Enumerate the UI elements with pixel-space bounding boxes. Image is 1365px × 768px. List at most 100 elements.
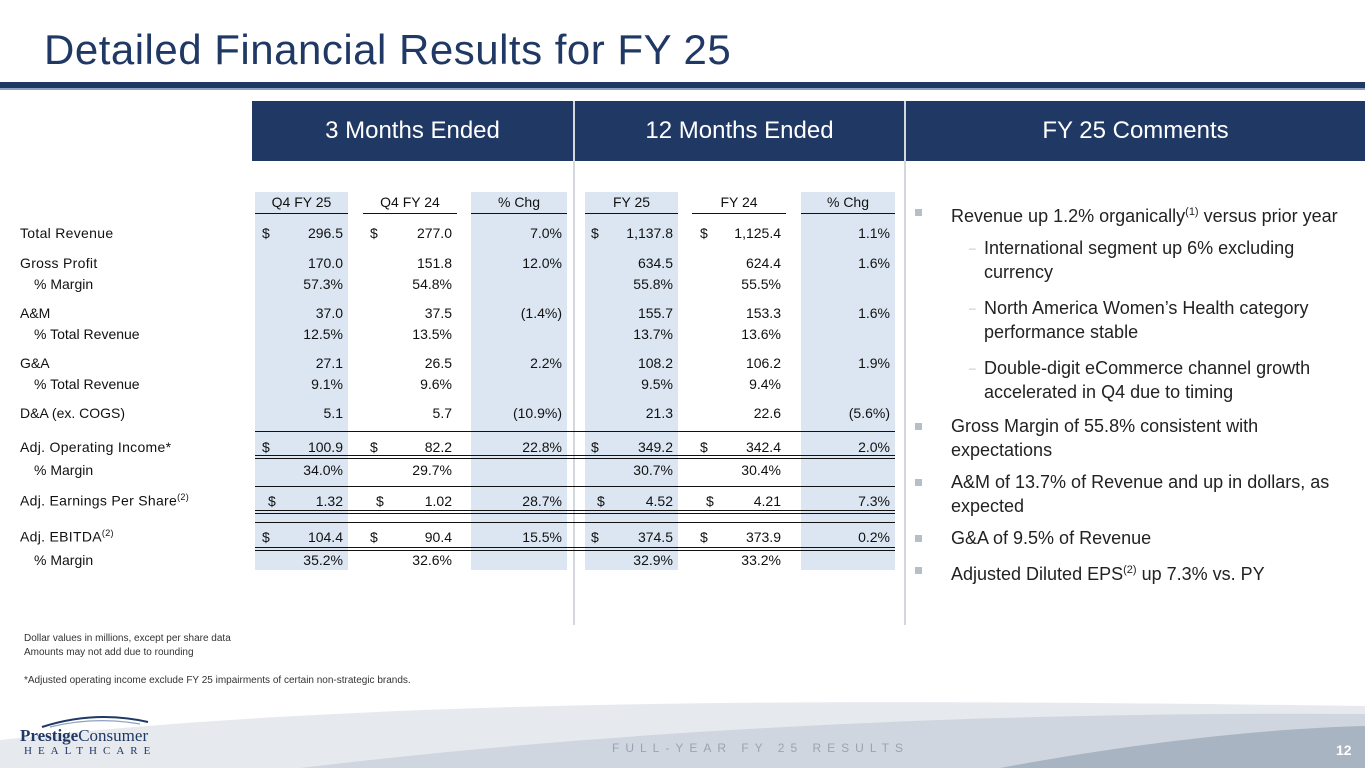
table-cell: 108.2 [637, 355, 673, 371]
column-header: Q4 FY 25 [255, 194, 348, 214]
table-cell: 13.7% [633, 326, 673, 342]
row-label: G&A [20, 355, 50, 371]
currency-symbol: $ [700, 529, 708, 545]
footnote-ref: (1) [1185, 206, 1199, 218]
page-number: 12 [1336, 742, 1352, 758]
table-cell: 13.6% [741, 326, 781, 342]
square-bullet-icon [915, 535, 922, 542]
currency-symbol: $ [370, 225, 378, 241]
table-rule [255, 547, 895, 548]
comment-text: G&A of 9.5% of Revenue [951, 528, 1152, 548]
currency-symbol: $ [591, 225, 599, 241]
currency-symbol: $ [370, 529, 378, 545]
table-cell: 1.6% [858, 305, 890, 321]
header-comments: FY 25 Comments [906, 101, 1365, 161]
comment-subitem: – International segment up 6% excluding c… [915, 236, 1355, 284]
page-title: Detailed Financial Results for FY 25 [44, 26, 732, 73]
table-cell: 100.9 [307, 439, 343, 455]
table-rule [255, 513, 895, 514]
comment-subitem: – North America Women’s Health category p… [915, 296, 1355, 344]
table-cell: 104.4 [307, 529, 343, 545]
table-cell: (1.4%) [520, 305, 562, 321]
table-cell: 2.0% [858, 439, 890, 455]
currency-symbol: $ [597, 493, 605, 509]
table-cell: 30.7% [633, 462, 673, 478]
comment-item: G&A of 9.5% of Revenue [915, 526, 1355, 550]
table-cell: 27.1 [315, 355, 343, 371]
company-logo: PrestigeConsumer HEALTHCARE [20, 714, 170, 764]
table-cell: 37.0 [315, 305, 343, 321]
comment-item: Adjusted Diluted EPS(2) up 7.3% vs. PY [915, 558, 1355, 586]
table-cell: 5.7 [432, 405, 452, 421]
table-cell: 7.3% [858, 493, 890, 509]
table-cell: 33.2% [741, 552, 781, 568]
table-cell: 1,125.4 [734, 225, 781, 241]
comment-item: A&M of 13.7% of Revenue and up in dollar… [915, 470, 1355, 518]
row-label: % Total Revenue [34, 326, 140, 342]
table-cell: 1.6% [858, 255, 890, 271]
column-header: FY 25 [585, 194, 678, 214]
currency-symbol: $ [376, 493, 384, 509]
table-cell: 296.5 [307, 225, 343, 241]
table-cell: 21.3 [645, 405, 673, 421]
column-header: Q4 FY 24 [363, 194, 457, 214]
comment-text: Adjusted Diluted EPS [951, 564, 1124, 584]
table-cell: 153.3 [745, 305, 781, 321]
row-label: Adj. EBITDA(2) [20, 528, 114, 545]
table-cell: 373.9 [745, 529, 781, 545]
divider-line [904, 101, 906, 625]
square-bullet-icon [915, 209, 922, 216]
table-cell: 1.9% [858, 355, 890, 371]
table-rule [255, 550, 895, 551]
column-header: FY 24 [692, 194, 786, 214]
table-cell: (10.9%) [512, 405, 562, 421]
table-cell: 55.8% [633, 276, 673, 292]
currency-symbol: $ [591, 529, 599, 545]
currency-symbol: $ [262, 439, 270, 455]
table-cell: (5.6%) [848, 405, 890, 421]
table-cell: 9.5% [641, 376, 673, 392]
logo-arc-icon [41, 716, 149, 728]
divider-line [573, 101, 575, 625]
row-label: % Margin [34, 276, 94, 292]
logo-wordmark: PrestigeConsumer [20, 726, 148, 746]
footnotes: Dollar values in millions, except per sh… [24, 632, 411, 688]
comment-text: versus prior year [1198, 206, 1338, 226]
table-rule [255, 486, 895, 487]
footnote-ref: (2) [101, 528, 114, 538]
comment-text: Revenue up 1.2% organically [951, 206, 1186, 226]
row-label: A&M [20, 305, 51, 321]
currency-symbol: $ [700, 225, 708, 241]
currency-symbol: $ [706, 493, 714, 509]
table-cell: 342.4 [745, 439, 781, 455]
table-cell: 55.5% [741, 276, 781, 292]
table-cell: 12.5% [303, 326, 343, 342]
comment-text: Double-digit eCommerce channel growth ac… [984, 358, 1311, 402]
dash-bullet-icon: – [969, 361, 976, 375]
square-bullet-icon [915, 423, 922, 430]
column-shade [255, 192, 348, 570]
table-cell: 32.9% [633, 552, 673, 568]
table-cell: 22.8% [522, 439, 562, 455]
table-cell: 32.6% [412, 552, 452, 568]
row-label: % Margin [34, 552, 94, 568]
row-label: % Margin [34, 462, 94, 478]
currency-symbol: $ [591, 439, 599, 455]
table-cell: 9.4% [749, 376, 781, 392]
comment-text: Gross Margin of 55.8% consistent with ex… [951, 416, 1259, 460]
dash-bullet-icon: – [969, 301, 976, 315]
comment-subitem: – Double-digit eCommerce channel growth a… [915, 356, 1355, 404]
column-shade [471, 192, 567, 570]
title-rule [0, 82, 1365, 88]
table-cell: 37.5 [424, 305, 452, 321]
table-cell: 0.2% [858, 529, 890, 545]
footnote: Amounts may not add due to rounding [24, 647, 194, 658]
table-rule [255, 510, 895, 511]
table-cell: 5.1 [323, 405, 343, 421]
currency-symbol: $ [262, 225, 270, 241]
table-cell: 106.2 [745, 355, 781, 371]
table-cell: 170.0 [307, 255, 343, 271]
table-cell: 57.3% [303, 276, 343, 292]
table-cell: 54.8% [412, 276, 452, 292]
footnote-ref: (2) [1123, 564, 1137, 576]
